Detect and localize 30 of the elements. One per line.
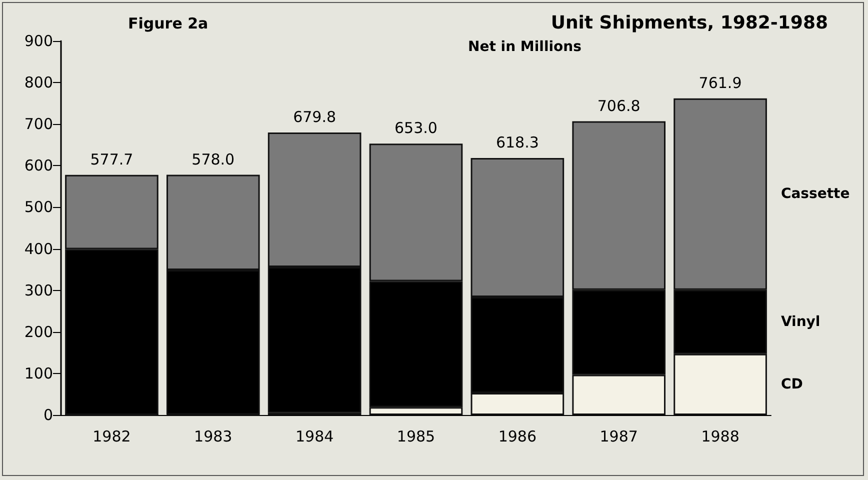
x-tick-label: 1986 — [498, 428, 537, 446]
x-tick-label: 1984 — [295, 428, 334, 446]
total-label: 761.9 — [698, 74, 742, 92]
y-tick-label: 800 — [24, 74, 53, 92]
series-label: Cassette — [780, 186, 850, 202]
y-tick-label: 100 — [24, 364, 53, 382]
caption: Figure 2a — [128, 14, 208, 32]
y-tick-label: 500 — [24, 198, 53, 216]
total-label: 653.0 — [394, 119, 438, 138]
y-tick-label: 300 — [24, 281, 53, 300]
total-label: 577.7 — [90, 150, 134, 168]
y-tick-label: 0 — [43, 406, 53, 424]
y-tick-label: 400 — [24, 240, 53, 258]
chart-title: Unit Shipments, 1982-1988 — [550, 12, 828, 34]
x-tick-label: 1982 — [92, 428, 131, 446]
chart-subtitle: Net in Millions — [468, 39, 582, 55]
total-label: 578.0 — [192, 150, 235, 168]
x-tick-label: 1988 — [701, 428, 740, 446]
y-tick-label: 900 — [24, 32, 53, 50]
x-tick-label: 1985 — [396, 428, 436, 446]
series-label: CD — [780, 376, 803, 392]
y-tick-label: 600 — [24, 156, 53, 175]
y-tick-label: 700 — [24, 115, 53, 134]
total-label: 706.8 — [597, 96, 640, 115]
x-tick-label: 1987 — [600, 428, 638, 446]
x-tick-label: 1983 — [194, 428, 232, 446]
y-tick-label: 200 — [24, 322, 53, 341]
total-label: 679.8 — [293, 108, 336, 126]
series-label: Vinyl — [780, 314, 820, 330]
total-label: 618.3 — [496, 134, 539, 152]
